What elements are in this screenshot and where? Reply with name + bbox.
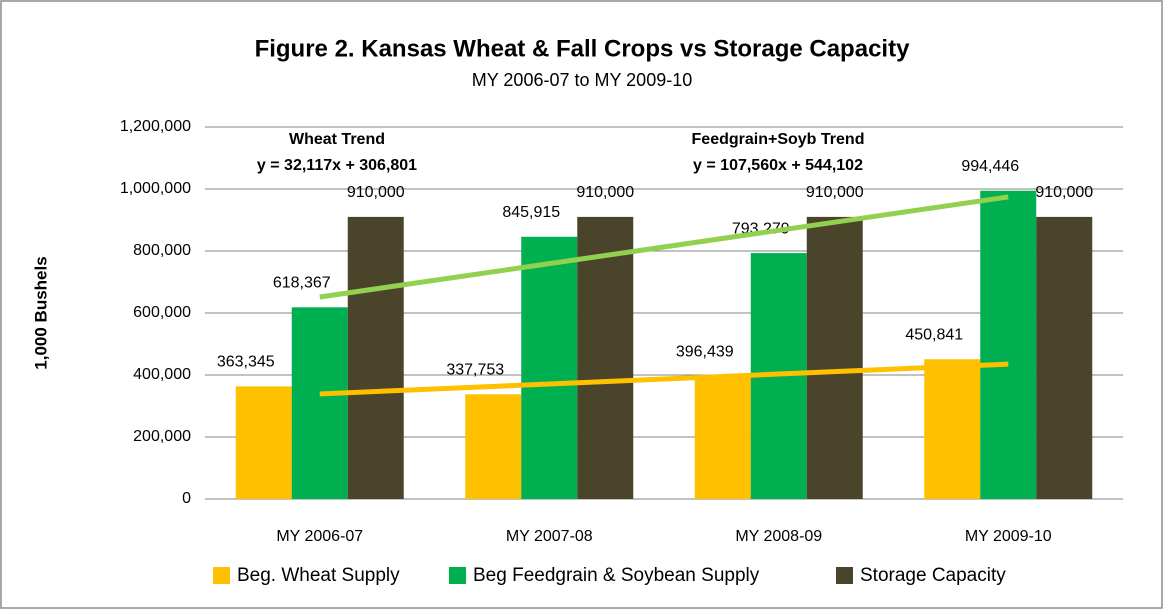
data-label: 396,439	[676, 343, 734, 360]
y-tick-label: 400,000	[133, 366, 191, 383]
bar	[577, 216, 634, 499]
bar	[924, 359, 981, 499]
data-label: 910,000	[806, 184, 864, 201]
legend-swatch	[213, 567, 230, 584]
x-tick-label: MY 2007-08	[506, 528, 593, 545]
trend-line	[319, 194, 1009, 300]
x-tick-label: MY 2009-10	[965, 528, 1052, 545]
data-label: 994,446	[961, 158, 1019, 175]
y-axis-label: 1,000 Bushels	[31, 256, 50, 369]
bar	[521, 236, 578, 499]
data-label: 845,915	[502, 204, 560, 221]
bar	[806, 216, 863, 499]
data-label: 910,000	[347, 184, 405, 201]
data-label: 910,000	[1035, 184, 1093, 201]
legend-label: Beg Feedgrain & Soybean Supply	[473, 565, 760, 586]
chart-subtitle: MY 2006-07 to MY 2009-10	[472, 70, 692, 90]
trend-label: Wheat Trend	[289, 131, 385, 148]
trend-equation: y = 32,117x + 306,801	[257, 157, 417, 174]
legend-label: Beg. Wheat Supply	[237, 565, 400, 586]
chart-title: Figure 2. Kansas Wheat & Fall Crops vs S…	[255, 35, 911, 62]
legend-swatch	[836, 567, 853, 584]
bar	[347, 216, 404, 499]
data-label: 363,345	[217, 354, 275, 371]
x-tick-label: MY 2008-09	[735, 528, 822, 545]
data-label: 910,000	[576, 184, 634, 201]
y-tick-label: 800,000	[133, 242, 191, 259]
trend-equation: y = 107,560x + 544,102	[693, 157, 863, 174]
bar	[694, 376, 751, 499]
data-label: 618,367	[273, 275, 331, 292]
data-label: 337,753	[446, 362, 504, 379]
y-tick-label: 1,000,000	[120, 180, 191, 197]
bar	[980, 190, 1037, 499]
bar	[291, 307, 348, 499]
y-tick-label: 0	[182, 490, 191, 507]
y-tick-label: 600,000	[133, 304, 191, 321]
bar	[465, 394, 522, 499]
trend-line	[319, 361, 1009, 397]
y-tick-label: 1,200,000	[120, 118, 191, 135]
x-tick-label: MY 2006-07	[276, 528, 363, 545]
legend-label: Storage Capacity	[860, 565, 1006, 586]
bar	[1036, 216, 1093, 499]
y-tick-label: 200,000	[133, 428, 191, 445]
bar	[235, 386, 292, 499]
data-label: 450,841	[905, 326, 963, 343]
legend-swatch	[449, 567, 466, 584]
trend-label: Feedgrain+Soyb Trend	[692, 131, 865, 148]
